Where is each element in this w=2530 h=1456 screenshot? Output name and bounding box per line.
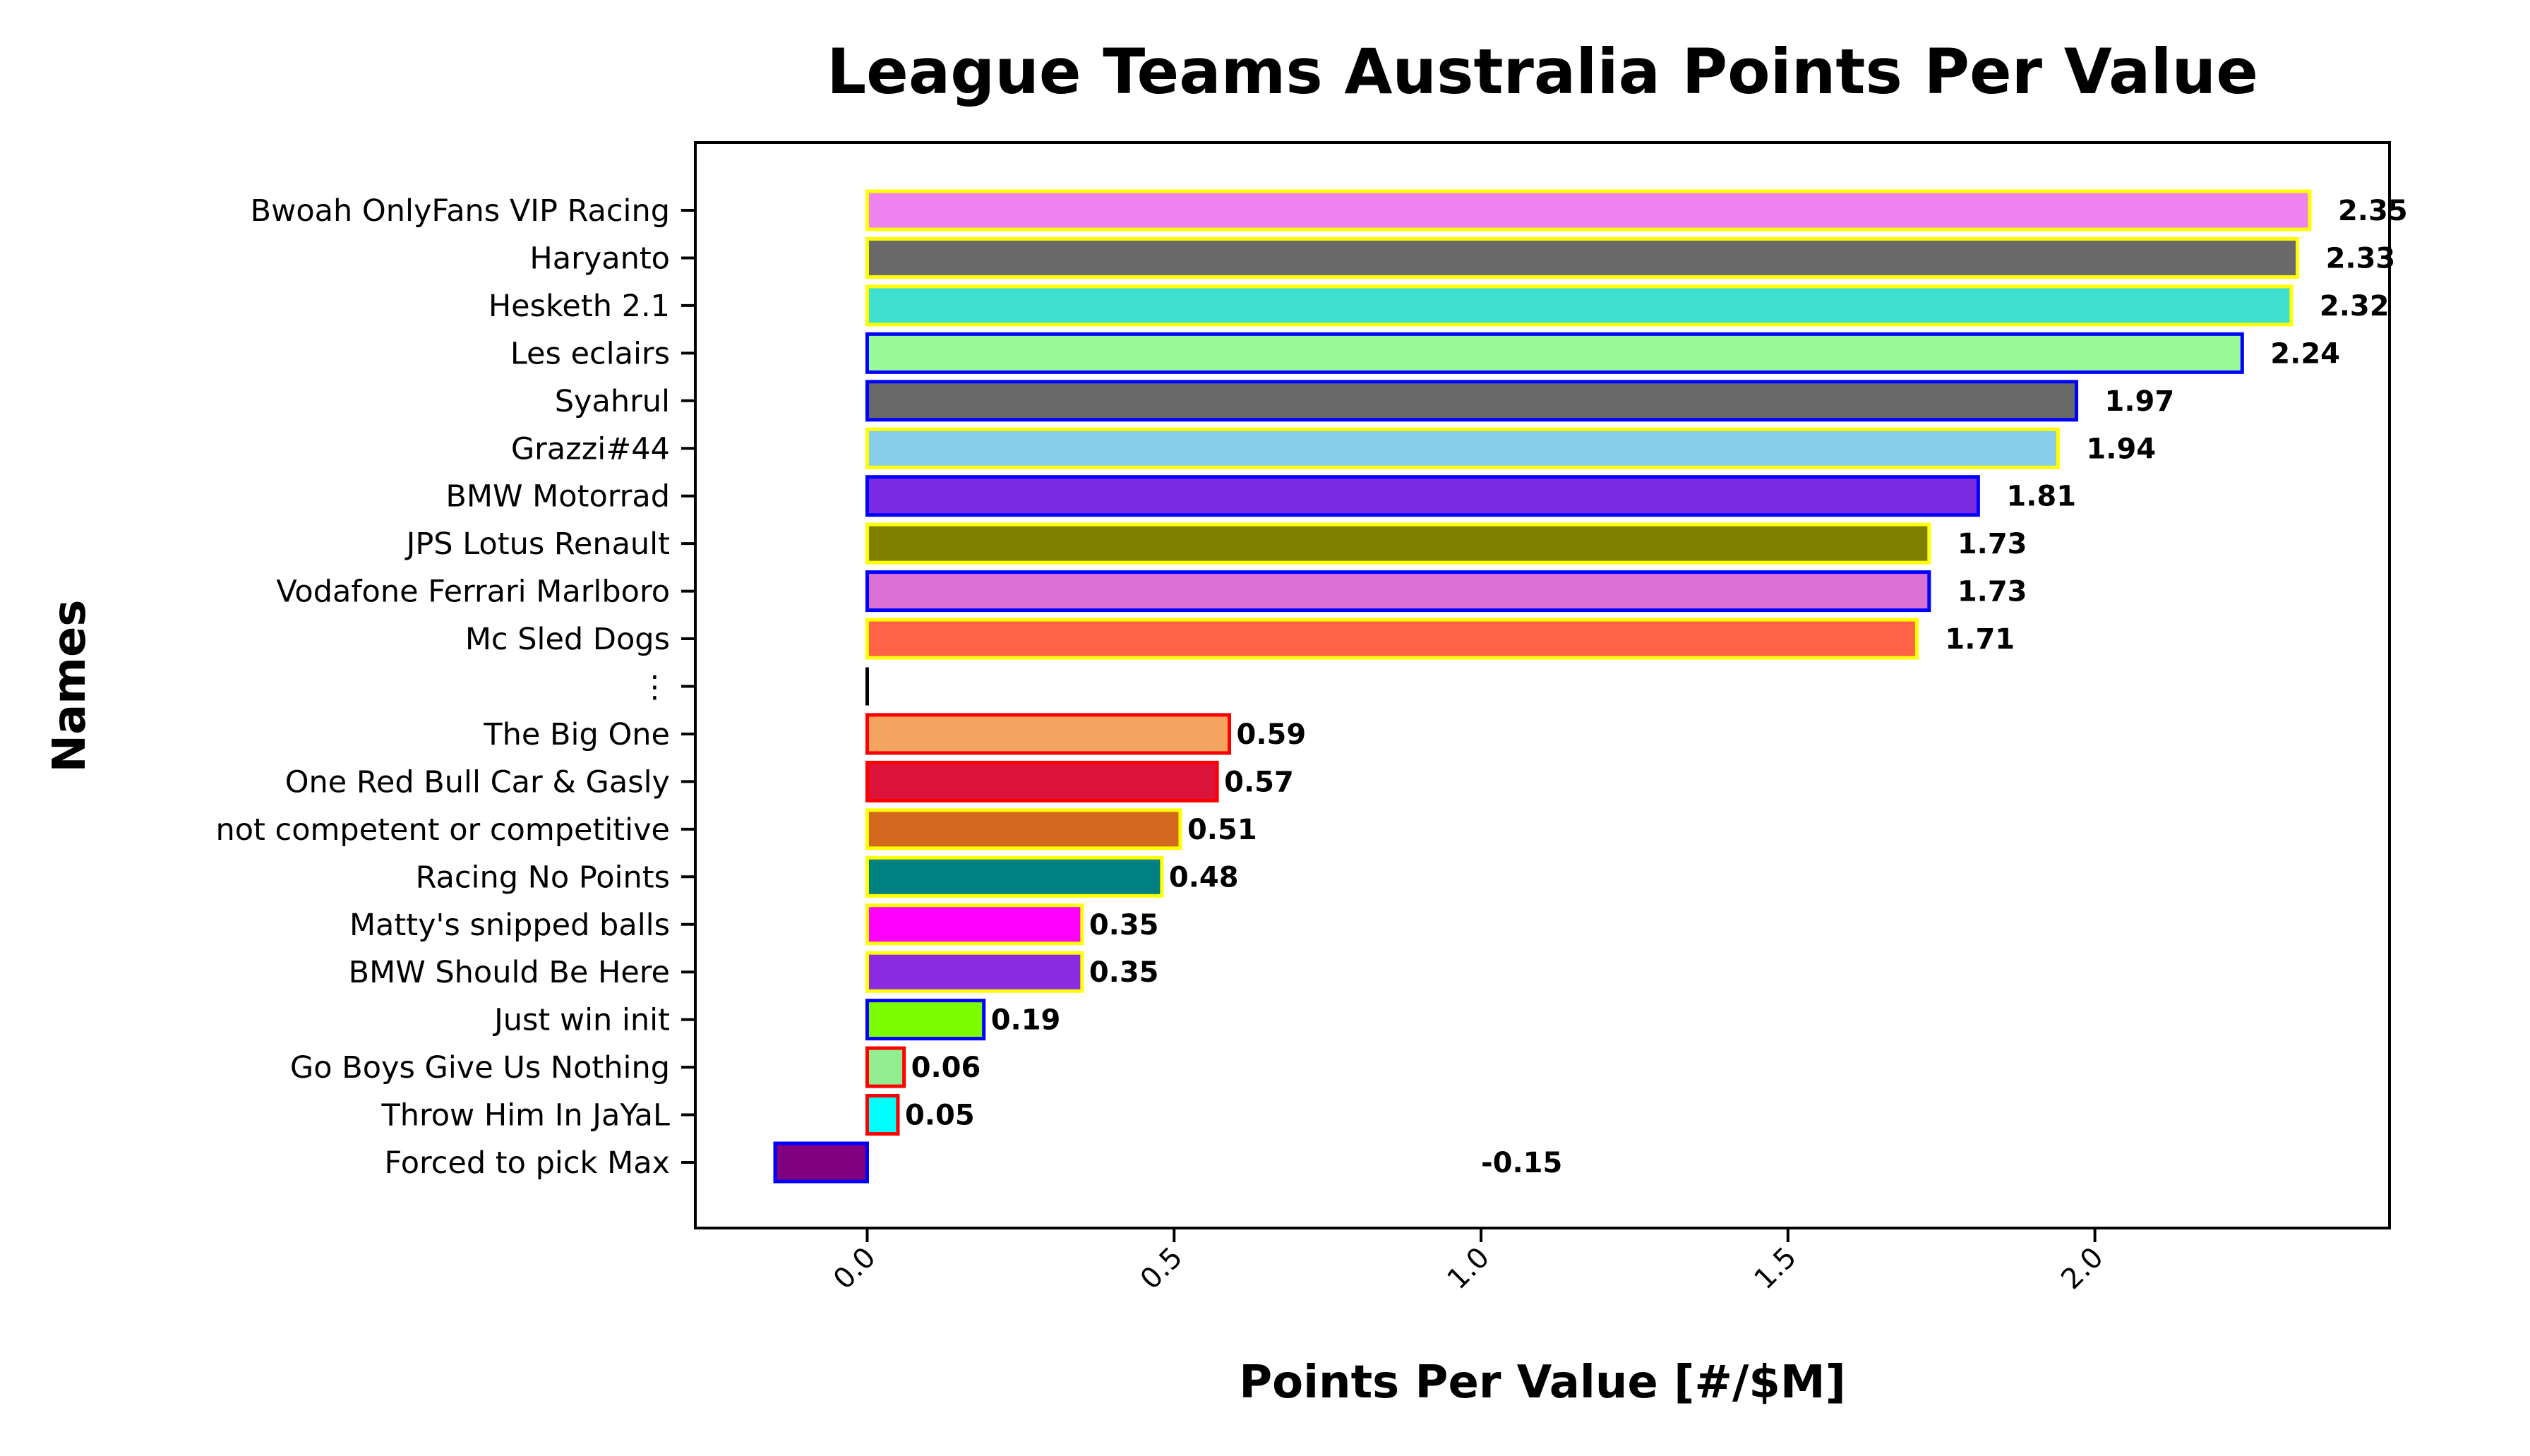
y-tick-label: Les eclairs <box>510 336 670 371</box>
y-tick-label: Haryanto <box>529 241 670 276</box>
y-tick-label: JPS Lotus Renault <box>404 527 670 562</box>
bar <box>865 760 1219 802</box>
y-tick-label: Forced to pick Max <box>385 1145 671 1181</box>
bar <box>865 475 1980 517</box>
x-axis-label: Points Per Value [#/$M] <box>1239 1356 1846 1409</box>
y-tick-label: Throw Him In JaYaL <box>380 1098 670 1133</box>
y-tick-label: Syahrul <box>555 384 670 419</box>
y-tick-label: ⋮ <box>640 670 670 705</box>
bar-value-label: 0.19 <box>991 1004 1061 1037</box>
y-tick-label: not competent or competitive <box>215 812 670 848</box>
y-tick-label: One Red Bull Car & Gasly <box>285 764 670 800</box>
bar-value-label: 2.24 <box>2270 337 2340 370</box>
bar-value-label: 0.59 <box>1237 718 1307 751</box>
y-tick-label: Vodafone Ferrari Marlboro <box>276 574 670 610</box>
y-tick-label: Just win init <box>492 1003 670 1038</box>
bar <box>865 522 1931 565</box>
bar <box>865 284 2294 327</box>
y-axis-label: Names <box>44 600 96 773</box>
bar-value-label: 2.35 <box>2338 195 2408 227</box>
chart-title: League Teams Australia Points Per Value <box>827 35 2258 108</box>
bar <box>865 808 1182 850</box>
y-tick-label: Grazzi#44 <box>511 431 670 467</box>
bar <box>865 999 986 1041</box>
bar-value-label: 2.32 <box>2320 290 2390 323</box>
bar <box>865 1094 900 1136</box>
bar <box>865 903 1084 946</box>
bar-value-label: 0.06 <box>911 1052 981 1084</box>
bar <box>773 1141 869 1184</box>
bar-value-label: 0.35 <box>1089 956 1159 989</box>
bar-value-label: 0.51 <box>1187 814 1257 846</box>
bar-value-label: 1.71 <box>1945 623 2015 656</box>
bars-group <box>773 189 2312 1184</box>
bar <box>865 189 2312 231</box>
bar-value-label: 0.35 <box>1089 909 1159 941</box>
bar <box>865 618 1919 660</box>
bar-value-label: 1.73 <box>1958 528 2027 560</box>
plot-area-frame <box>694 141 2391 1229</box>
bar <box>865 855 1164 898</box>
value-labels-group: 2.35 2.33 2.32 2.24 1.97 1.94 1.81 1.73 1.73 1.71… <box>905 195 2408 1179</box>
bar <box>865 570 1931 613</box>
y-tick-label: BMW Should Be Here <box>349 955 670 990</box>
y-tick-label: BMW Motorrad <box>445 479 670 515</box>
bar <box>865 1046 906 1088</box>
bar-value-label: 0.57 <box>1224 766 1294 798</box>
y-tick-label: Bwoah OnlyFans VIP Racing <box>251 193 670 229</box>
bar-value-label: 2.33 <box>2326 242 2396 275</box>
y-tick-label: The Big One <box>483 717 670 752</box>
bar-value-label: 1.73 <box>1958 576 2027 608</box>
bar-value-label: 0.05 <box>905 1100 975 1132</box>
bar <box>865 236 2300 279</box>
y-tick-label: Racing No Points <box>416 860 670 895</box>
bar-value-label: 0.48 <box>1169 861 1239 894</box>
bar <box>865 951 1084 993</box>
bar-value-label: 1.97 <box>2105 385 2175 418</box>
y-tick-label: Mc Sled Dogs <box>465 622 670 657</box>
bar-value-label: -0.15 <box>1481 1147 1562 1179</box>
bar-value-label: 1.94 <box>2086 433 2156 465</box>
bar <box>865 380 2079 422</box>
y-tick-label: Matty's snipped balls <box>349 908 670 943</box>
y-tick-label: Go Boys Give Us Nothing <box>290 1050 670 1085</box>
bar-value-label: 1.81 <box>2006 481 2076 513</box>
y-tick-label: Hesketh 2.1 <box>488 289 670 324</box>
bar <box>865 332 2244 374</box>
bar <box>865 427 2060 469</box>
y-axis-group: Bwoah OnlyFans VIP Racing Haryanto Hesketh… <box>215 193 695 1181</box>
bar <box>865 713 1232 755</box>
